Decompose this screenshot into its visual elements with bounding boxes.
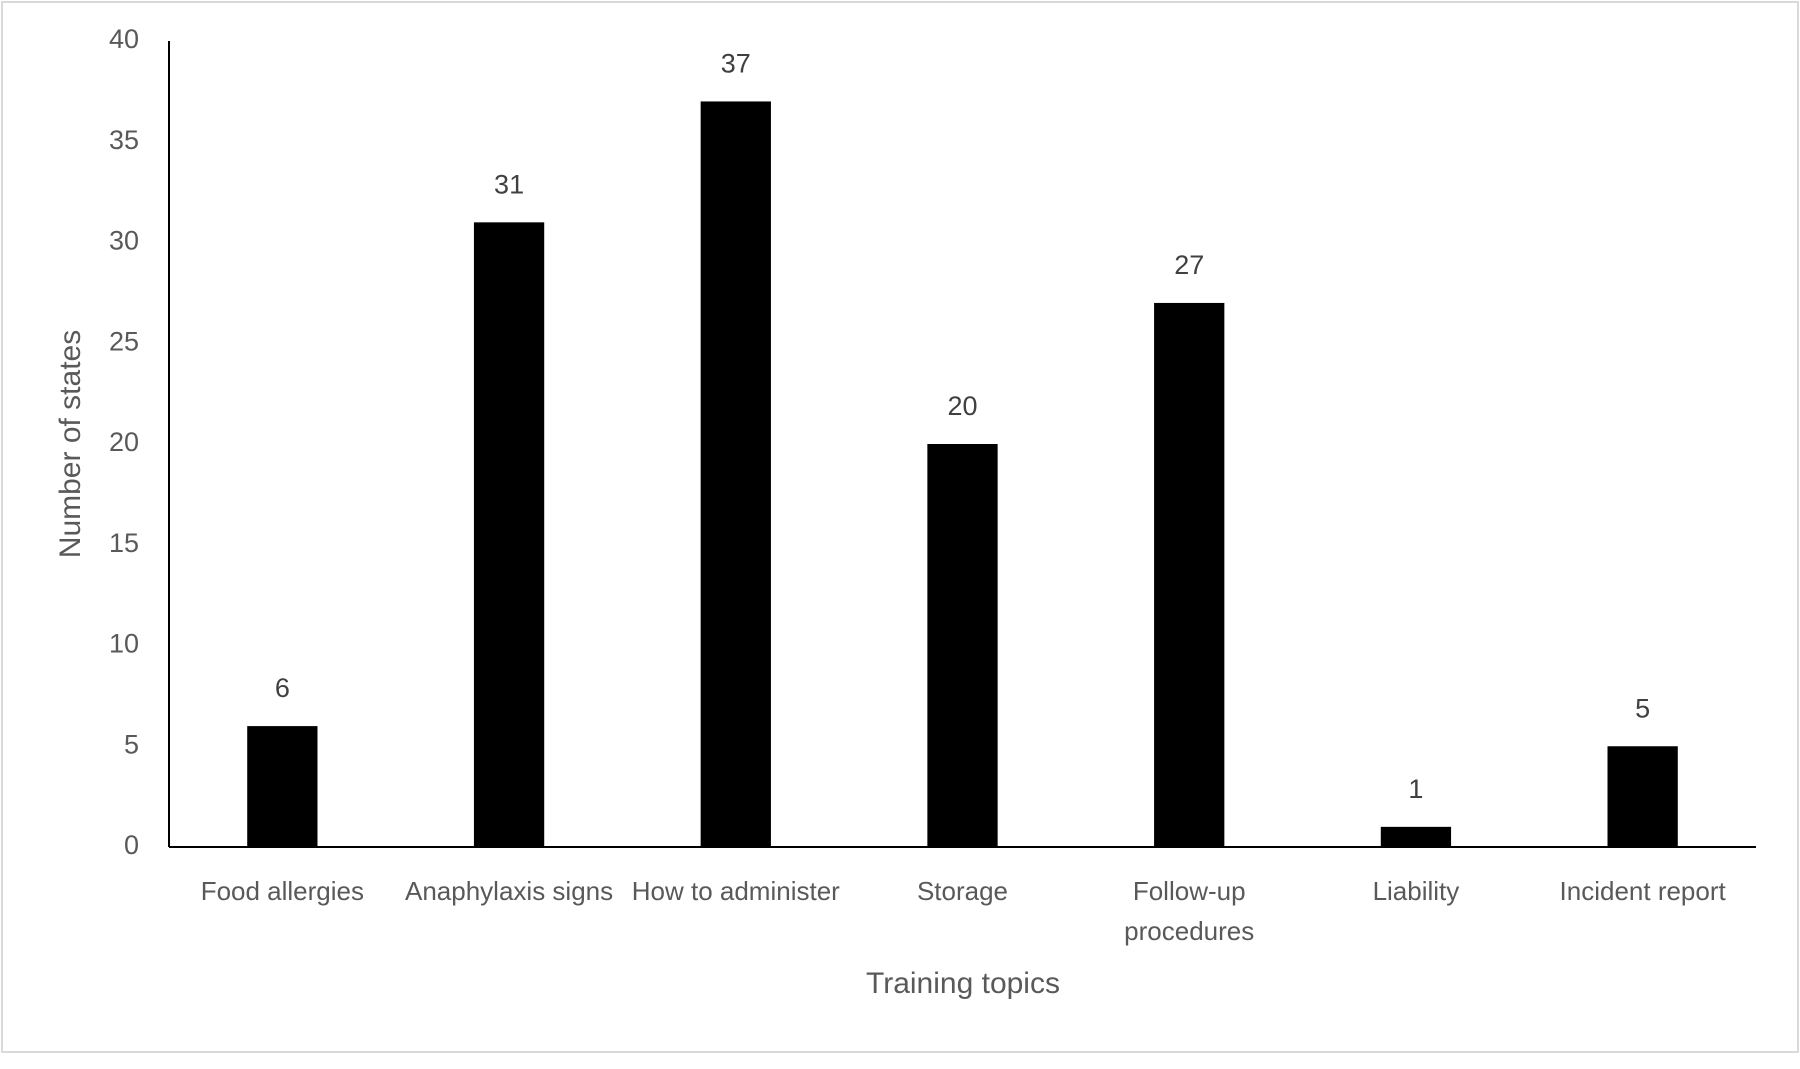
bar [1607, 746, 1678, 847]
x-tick-label: Anaphylaxis signs [405, 876, 614, 906]
data-label: 6 [275, 673, 290, 703]
bar [247, 726, 318, 847]
bar [473, 222, 545, 848]
x-tick-label: Liability [1372, 876, 1460, 906]
bar [927, 444, 998, 847]
x-tick-label: Food allergies [200, 876, 364, 906]
bar [1380, 826, 1452, 847]
y-tick-label: 30 [109, 226, 139, 256]
x-tick-label: Incident report [1559, 876, 1726, 906]
x-tick-label: Follow-up procedures [1124, 876, 1255, 946]
data-label: 27 [1174, 250, 1204, 280]
y-tick-label: 20 [109, 427, 139, 457]
bar [700, 101, 771, 847]
data-label: 31 [494, 169, 524, 199]
x-tick-label: Storage [916, 876, 1009, 906]
y-tick-label: 25 [109, 326, 139, 356]
data-label: 37 [721, 49, 751, 79]
y-axis-title: Number of states [54, 330, 87, 558]
y-tick-label: 10 [109, 629, 139, 659]
x-tick-label: How to administer [631, 876, 840, 906]
y-tick-label: 40 [109, 24, 139, 54]
data-label: 20 [947, 391, 977, 421]
bar [1154, 302, 1225, 847]
y-tick-label: 35 [109, 125, 139, 155]
data-label: 1 [1408, 774, 1423, 804]
y-tick-label: 5 [124, 729, 139, 759]
data-label: 5 [1635, 693, 1650, 723]
y-tick-label: 15 [109, 528, 139, 558]
y-tick-label: 0 [124, 830, 139, 860]
x-axis-title: Training topics [866, 967, 1060, 1000]
